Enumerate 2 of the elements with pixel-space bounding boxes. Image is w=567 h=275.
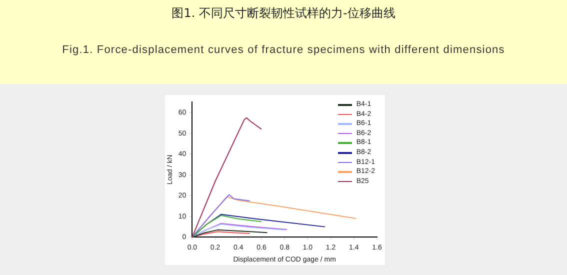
chart-subtitle: Fig.1. Force-displacement curves of fracture specimens with different dimensions [61, 44, 506, 56]
chart-title: 图1. 不同尺寸断裂韧性试样的力-位移曲线 [170, 5, 396, 22]
